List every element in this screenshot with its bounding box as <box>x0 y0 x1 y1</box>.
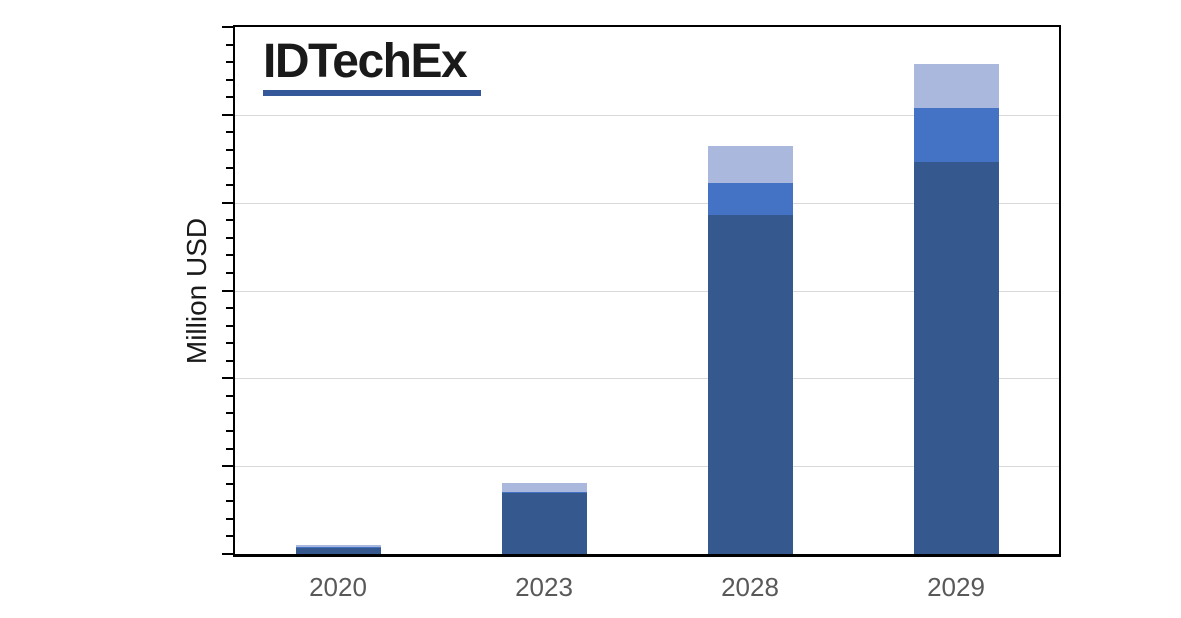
x-axis-label-2023: 2023 <box>515 572 573 602</box>
x-axis-label-2028: 2028 <box>721 572 779 602</box>
y-axis-major-tick <box>222 201 233 204</box>
y-axis-minor-tick <box>226 271 233 274</box>
y-axis-minor-tick <box>226 43 233 46</box>
y-axis-minor-tick <box>226 236 233 239</box>
y-axis-minor-tick <box>226 482 233 485</box>
idtechex-logo-underline <box>263 90 481 97</box>
bar-2020 <box>295 545 381 554</box>
x-axis-label-2020: 2020 <box>309 572 367 602</box>
y-axis-major-tick <box>222 113 233 116</box>
gridline <box>235 378 1059 380</box>
y-axis-minor-tick <box>226 166 233 169</box>
y-axis-minor-tick <box>226 96 233 99</box>
plot-area: IDTechEx <box>222 25 1061 557</box>
bar-segment-2028-bottom-dark-blue-series <box>707 214 793 554</box>
y-axis-minor-tick <box>226 131 233 134</box>
y-axis-minor-tick <box>226 307 233 310</box>
y-axis-minor-tick <box>226 500 233 503</box>
y-axis-major-tick <box>222 465 233 468</box>
bar-segment-2020-middle-medium-blue-series <box>295 546 381 548</box>
y-axis-minor-tick <box>226 447 233 450</box>
y-axis-major-tick <box>222 26 233 28</box>
bar-segment-2023-middle-medium-blue-series <box>501 491 587 493</box>
y-axis-minor-tick <box>226 324 233 327</box>
bar-segment-2028-middle-medium-blue-series <box>707 183 793 215</box>
y-axis-minor-tick <box>226 254 233 257</box>
bar-segment-2028-top-light-blue-series <box>707 146 793 184</box>
gridline <box>235 114 1059 116</box>
bar-segment-2023-bottom-dark-blue-series <box>501 492 587 554</box>
y-axis-minor-tick <box>226 184 233 187</box>
y-axis-minor-tick <box>226 535 233 538</box>
gridline <box>235 290 1059 292</box>
bar-segment-2020-top-light-blue-series <box>295 545 381 547</box>
bar-segment-2020-bottom-dark-blue-series <box>295 547 381 554</box>
idtechex-logo: IDTechEx <box>263 35 481 97</box>
bar-2029 <box>913 63 999 554</box>
bar-segment-2029-top-light-blue-series <box>913 63 999 108</box>
idtechex-logo-text: IDTechEx <box>263 35 468 88</box>
x-axis-label-2029: 2029 <box>927 572 985 602</box>
y-axis-minor-tick <box>226 148 233 151</box>
y-axis-minor-tick <box>226 430 233 433</box>
bar-segment-2029-bottom-dark-blue-series <box>913 162 999 554</box>
y-axis-minor-tick <box>226 359 233 362</box>
gridline <box>235 466 1059 468</box>
y-axis-major-tick <box>222 553 233 555</box>
bar-2028 <box>707 146 793 554</box>
y-axis-minor-tick <box>226 78 233 81</box>
bar-segment-2029-middle-medium-blue-series <box>913 107 999 163</box>
y-axis-major-tick <box>222 289 233 292</box>
y-axis-minor-tick <box>226 517 233 520</box>
x-axis-labels: 2020 2023 2028 2029 <box>235 572 1059 606</box>
y-axis-minor-tick <box>226 394 233 397</box>
bar-2023 <box>501 482 587 554</box>
bar-segment-2023-top-light-blue-series <box>501 482 587 492</box>
y-axis-major-tick <box>222 377 233 380</box>
gridline <box>235 202 1059 204</box>
y-axis-minor-tick <box>226 61 233 64</box>
y-axis-minor-tick <box>226 219 233 222</box>
y-axis-minor-tick <box>226 412 233 415</box>
y-axis-title: Million USD <box>181 217 212 365</box>
y-axis-minor-tick <box>226 342 233 345</box>
